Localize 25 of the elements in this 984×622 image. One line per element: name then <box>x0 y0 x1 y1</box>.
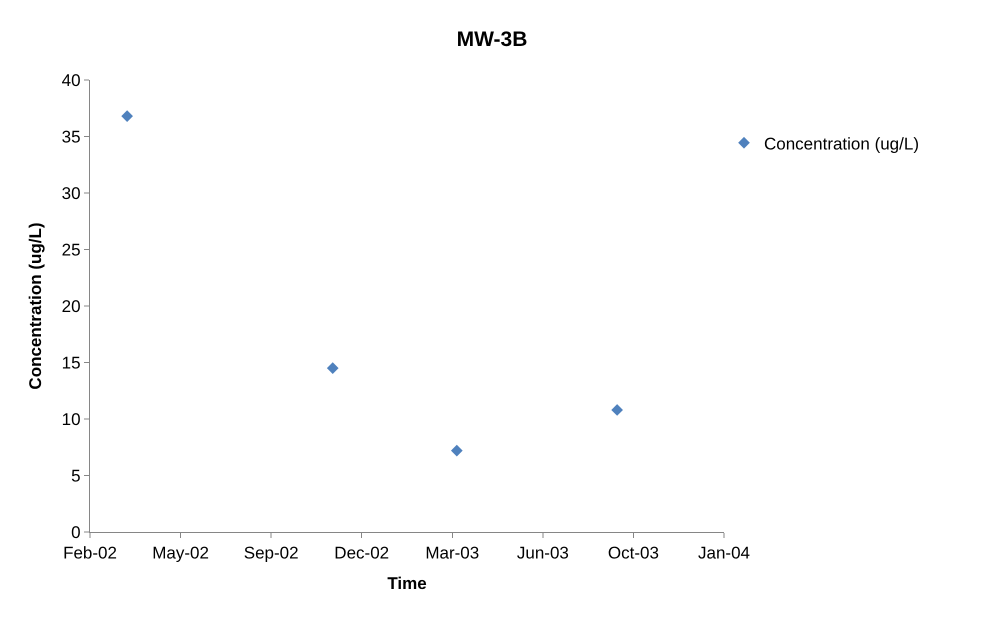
y-axis-title: Concentration (ug/L) <box>26 222 46 390</box>
x-tick-label: Sep-02 <box>244 543 299 562</box>
point <box>326 362 339 374</box>
x-tick-label: Oct-03 <box>608 543 659 562</box>
y-tick-label: 10 <box>62 410 81 429</box>
x-tick-label: Jun-03 <box>516 543 569 562</box>
y-tick-label: 25 <box>62 240 81 260</box>
point <box>611 404 623 416</box>
y-tick-label: 0 <box>71 522 81 542</box>
x-tick-label: Mar-03 <box>425 543 480 562</box>
y-tick-label: 30 <box>62 184 81 203</box>
legend-label: Concentration (ug/L) <box>764 134 919 154</box>
x-tick-label: Dec-02 <box>334 543 390 562</box>
x-axis-title: Time <box>387 574 427 593</box>
point <box>121 110 133 122</box>
chart-title: MW-3B <box>456 28 528 51</box>
x-tick-label: May-02 <box>152 543 209 562</box>
x-tick-label: Jan-04 <box>698 543 750 562</box>
point <box>450 444 463 456</box>
y-tick-label: 5 <box>71 466 81 486</box>
x-tick-label: Feb-02 <box>63 543 117 562</box>
y-tick-label: 15 <box>62 353 81 372</box>
y-tick-label: 40 <box>62 70 81 90</box>
y-tick-label: 35 <box>62 127 81 146</box>
y-tick-label: 20 <box>62 296 81 316</box>
